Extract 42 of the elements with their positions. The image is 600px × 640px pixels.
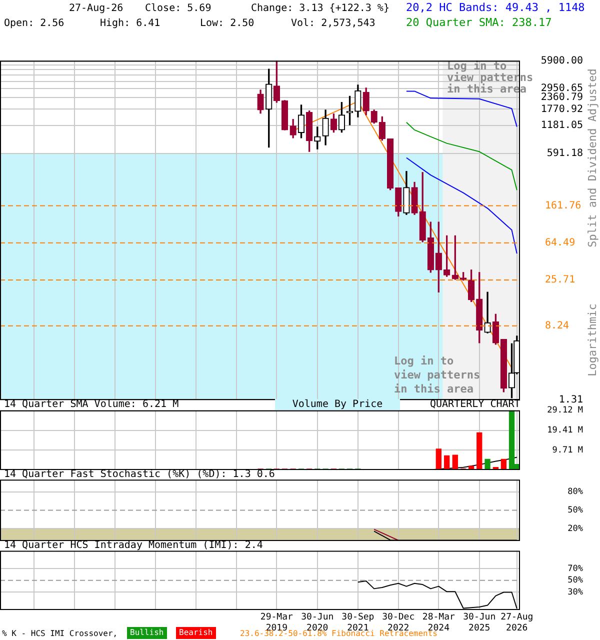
ref-line-label: 25.71 <box>545 274 576 286</box>
y-tick-label: 19.41 M <box>547 425 583 436</box>
text: High: 6.41 <box>100 18 160 30</box>
y-tick-label: 30% <box>568 587 583 598</box>
ref-line-label: 161.76 <box>545 200 582 212</box>
annotation: QUARTERLY CHART <box>430 399 520 411</box>
text: Close: 5.69 <box>145 3 212 15</box>
x-tick-label: 30-Jun 2025 <box>463 612 496 634</box>
y-tick-label: 591.18 <box>546 148 583 160</box>
x-tick-label: 27-Aug 2026 <box>500 612 534 634</box>
text: Bearish <box>176 627 216 639</box>
ref-line-label: 64.49 <box>545 237 576 248</box>
y-tick-label: 1181.05 <box>540 120 583 132</box>
annotation: Volume By Price <box>275 399 400 411</box>
text: 23.6-38.2-50-61.8% Fibonacci Retracements <box>240 629 438 640</box>
text: Split and Dividend Adjusted <box>586 68 599 248</box>
text: Open: 2.56 <box>4 18 64 30</box>
text: Low: 2.50 <box>200 18 254 30</box>
chart-title: 14 Quarter Fast Stochastic (%K) (%D): 1.3 0.6 <box>4 469 275 481</box>
y-tick-label: 9.71 M <box>552 445 583 456</box>
y-tick-label: 5900.00 <box>540 55 583 66</box>
text: 20,2 HC Bands: 49.43 , 1148 <box>406 1 585 14</box>
y-tick-label: 20% <box>568 524 583 534</box>
y-tick-label: 1770.92 <box>540 104 583 115</box>
ref-line-label: 8.24 <box>545 320 570 332</box>
text: Vol: 2,573,543 <box>291 18 376 30</box>
text: 20 Quarter SMA: 238.17 <box>406 16 552 29</box>
text: 27-Aug-26 <box>69 3 124 15</box>
y-tick-label: 70% <box>568 564 583 574</box>
annotation: Log in to view patterns in this area <box>394 354 480 396</box>
text: Change: 3.13 {+122.3 %} <box>251 3 390 15</box>
y-tick-label: 50% <box>568 506 583 516</box>
chart-title: 14 Quarter HCS Intraday Momentum (IMI): 2.4 <box>4 540 263 552</box>
y-tick-label: 29.12 M <box>547 406 583 416</box>
chart-title: 14 Quarter SMA Volume: 6.21 M <box>4 399 179 411</box>
text: % K - HCS IMI Crossover, <box>2 628 118 640</box>
text: Bullish <box>127 627 167 639</box>
text: Logarithmic <box>586 304 599 376</box>
y-tick-label: 80% <box>568 487 583 498</box>
y-tick-label: 2360.79 <box>540 92 583 104</box>
y-tick-label: 50% <box>568 576 583 586</box>
y-tick-label: 1.31 <box>558 394 583 406</box>
